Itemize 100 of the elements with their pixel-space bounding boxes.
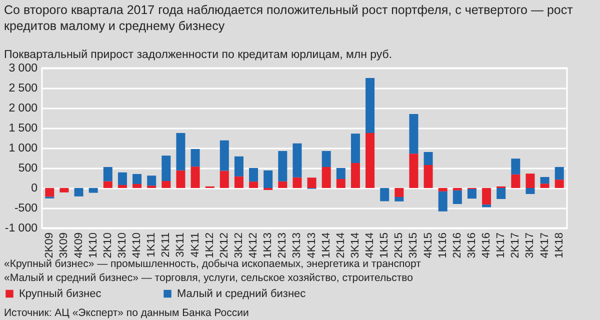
x-tick-label: 4K17 bbox=[538, 232, 551, 258]
x-tick-label: 3K12 bbox=[232, 232, 245, 258]
bar bbox=[132, 174, 142, 184]
bar bbox=[496, 188, 506, 199]
bar bbox=[350, 134, 360, 163]
x-tick-label: 2K13 bbox=[276, 232, 289, 258]
bar bbox=[511, 158, 520, 174]
legend-label: Малый и средний бизнес bbox=[177, 288, 306, 300]
x-tick-label: 2K14 bbox=[334, 232, 347, 258]
bar bbox=[452, 190, 462, 204]
x-tick-label: 4K10 bbox=[131, 232, 144, 258]
x-tick-label: 1K11 bbox=[146, 232, 158, 258]
bar bbox=[511, 174, 520, 188]
bar bbox=[467, 189, 476, 199]
chart-title: Со второго квартала 2017 года наблюдается положительный рост портфеля, с четвертого — рост кредитов малому и среднему бизнесу bbox=[4, 3, 574, 33]
x-tick-label: 3K16 bbox=[466, 232, 478, 258]
bar bbox=[540, 177, 550, 184]
x-tick-label: 4K09 bbox=[72, 232, 85, 258]
y-tick-label: 2 500 bbox=[8, 82, 38, 94]
bar bbox=[162, 156, 171, 181]
bar bbox=[350, 163, 360, 188]
x-tick-label: 2K11 bbox=[160, 232, 172, 258]
bar bbox=[118, 172, 127, 185]
bar bbox=[336, 179, 346, 188]
bar bbox=[424, 165, 433, 188]
bar bbox=[60, 188, 69, 192]
bar bbox=[438, 191, 448, 212]
bar bbox=[103, 167, 112, 182]
bar bbox=[176, 170, 186, 188]
y-axis-title: Поквартальный прирост задолженности по кредитам юрлицам, млн руб. bbox=[4, 49, 392, 61]
x-tick-label: 1K13 bbox=[262, 232, 274, 258]
bar bbox=[526, 174, 535, 188]
x-tick-label: 4K15 bbox=[422, 232, 434, 258]
bar bbox=[380, 188, 390, 202]
y-tick-label: 0 bbox=[31, 182, 38, 194]
bar bbox=[249, 182, 258, 188]
x-tick-label: 4K14 bbox=[364, 232, 376, 258]
x-tick-label: 2K17 bbox=[510, 232, 522, 258]
bar bbox=[554, 180, 564, 188]
bar bbox=[176, 133, 186, 170]
bar bbox=[190, 149, 200, 167]
x-tick-label: 3K10 bbox=[116, 232, 128, 258]
x-tick-label: 2K12 bbox=[218, 232, 230, 258]
y-tick-label: 1 000 bbox=[8, 142, 38, 154]
x-tick-label: 1K15 bbox=[378, 232, 391, 258]
y-tick-label: 2 000 bbox=[8, 102, 38, 114]
x-tick-label: 2K09 bbox=[44, 232, 56, 258]
bar bbox=[424, 152, 433, 165]
bar bbox=[147, 176, 156, 186]
bar bbox=[540, 184, 550, 188]
bar bbox=[45, 188, 54, 197]
bar bbox=[249, 168, 258, 182]
x-tick-label: 4K12 bbox=[248, 232, 260, 258]
bar bbox=[526, 188, 535, 194]
bar bbox=[278, 181, 288, 188]
bar bbox=[103, 181, 112, 188]
bar bbox=[132, 184, 142, 188]
bar bbox=[336, 168, 346, 179]
x-tick-label: 3K13 bbox=[291, 232, 304, 258]
x-tick-label: 1K18 bbox=[553, 232, 566, 258]
x-tick-label: 4K13 bbox=[306, 232, 318, 258]
bar bbox=[234, 176, 244, 188]
y-tick-label: 500 bbox=[18, 162, 38, 174]
x-tick-label: 1K16 bbox=[436, 232, 449, 258]
bar bbox=[234, 156, 244, 176]
bar bbox=[278, 151, 288, 182]
x-tick-label: 1K14 bbox=[320, 232, 332, 258]
y-tick-label: 1 500 bbox=[8, 122, 38, 134]
legend-label: Крупный бизнес bbox=[19, 288, 102, 300]
bar bbox=[118, 185, 127, 188]
bar bbox=[190, 166, 200, 188]
x-tick-label: 2K16 bbox=[451, 232, 464, 258]
x-tick-label: 1K12 bbox=[204, 232, 216, 258]
bar bbox=[409, 114, 418, 154]
bar bbox=[264, 170, 273, 188]
x-tick-label: 2K15 bbox=[393, 232, 406, 258]
text: «Крупный бизнес» — промышленность, добыча ископаемых, энергетика и транспорт bbox=[4, 258, 422, 270]
x-tick-label: 1K17 bbox=[495, 232, 508, 258]
bar bbox=[292, 143, 302, 178]
bar bbox=[366, 133, 375, 188]
text: «Малый и средний бизнес» — торговля, услуги, сельское хозяйство, строительство bbox=[4, 272, 414, 284]
text: Источник: АЦ «Эксперт» по данным Банка России bbox=[4, 307, 249, 319]
x-tick-label: 3K15 bbox=[408, 232, 420, 258]
x-tick-label: 2K10 bbox=[102, 232, 114, 258]
bar bbox=[366, 78, 375, 133]
bar bbox=[482, 204, 492, 208]
y-tick-label: 3 000 bbox=[8, 62, 38, 74]
bar bbox=[438, 188, 448, 192]
y-tick-label: -1 000 bbox=[4, 222, 38, 234]
bar bbox=[554, 167, 564, 180]
bar bbox=[482, 188, 492, 205]
x-tick-label: 1K10 bbox=[87, 232, 100, 258]
x-tick-label: 4K16 bbox=[480, 232, 493, 258]
x-tick-label: 4K11 bbox=[189, 232, 202, 258]
bar bbox=[307, 178, 316, 188]
bar bbox=[394, 188, 404, 197]
bar bbox=[322, 167, 331, 188]
x-tick-label: 3K09 bbox=[58, 232, 70, 258]
x-tick-label: 3K11 bbox=[174, 232, 187, 258]
y-tick-label: -500 bbox=[14, 202, 38, 214]
